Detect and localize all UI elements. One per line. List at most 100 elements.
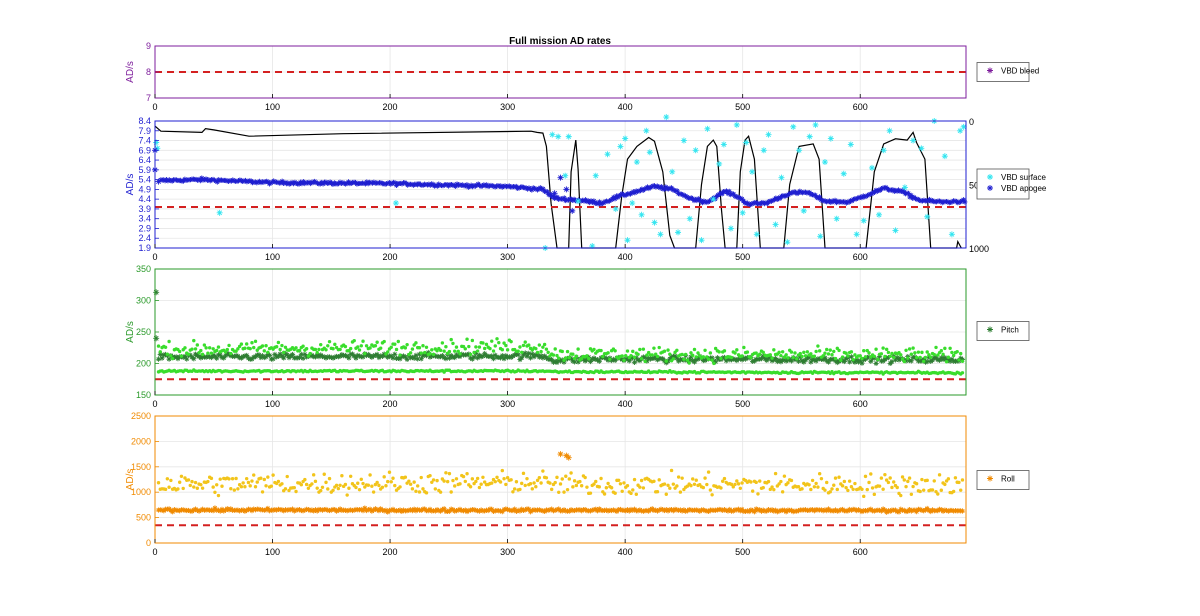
data-point [260, 344, 265, 348]
data-point [339, 351, 345, 358]
data-point [159, 507, 165, 513]
x-tick-label: 300 [500, 102, 515, 112]
data-point [327, 339, 332, 344]
y-tick-label: 2.9 [138, 223, 151, 233]
data-point [188, 483, 192, 488]
data-point [626, 358, 632, 364]
data-point [551, 353, 556, 357]
data-point [470, 477, 475, 481]
data-point [186, 352, 191, 356]
data-point [171, 354, 177, 360]
data-point [555, 353, 559, 358]
data-point [766, 199, 772, 205]
data-point [918, 145, 925, 152]
y-tick-label: 2000 [131, 436, 151, 446]
data-point [246, 480, 251, 485]
y2-tick-label: 1000 [969, 244, 989, 254]
data-point [245, 178, 251, 184]
data-point [221, 508, 227, 514]
data-point [419, 475, 423, 480]
data-point [572, 479, 577, 483]
data-point [572, 507, 578, 514]
data-point [709, 355, 715, 361]
y-tick-label: 6.9 [138, 145, 151, 155]
data-point [448, 181, 455, 188]
data-point [232, 488, 237, 492]
data-point [663, 114, 670, 121]
data-point [749, 480, 753, 484]
data-point [453, 484, 457, 488]
data-point [576, 347, 580, 351]
data-point [733, 121, 740, 128]
data-point [692, 347, 697, 352]
data-point [881, 185, 888, 191]
data-point [281, 508, 287, 514]
data-point [304, 346, 309, 351]
data-point [832, 358, 839, 364]
data-point [560, 477, 564, 481]
data-point [832, 483, 836, 487]
data-point [510, 353, 516, 359]
data-point [465, 337, 469, 341]
data-point [557, 174, 564, 181]
data-point [876, 357, 880, 362]
data-point [868, 358, 874, 364]
data-point [261, 179, 267, 185]
x-tick-label: 300 [500, 547, 515, 557]
data-point [849, 485, 854, 489]
data-point [347, 486, 351, 490]
data-point [529, 507, 535, 513]
data-point [605, 357, 611, 363]
data-point [814, 194, 820, 200]
data-point [636, 352, 640, 356]
data-point [756, 492, 760, 496]
data-point [549, 131, 556, 138]
data-point [960, 197, 967, 203]
data-point [255, 179, 261, 185]
x-tick-label: 500 [735, 547, 750, 557]
data-point [369, 508, 375, 514]
data-point [354, 485, 358, 490]
data-point [641, 347, 646, 351]
data-point [179, 474, 184, 478]
data-point [592, 172, 599, 179]
data-point [354, 181, 360, 187]
data-point [948, 231, 955, 238]
data-point [949, 356, 955, 362]
data-point [183, 476, 187, 480]
data-point [265, 505, 271, 512]
data-point [385, 180, 391, 186]
data-point [271, 473, 275, 477]
data-point [568, 355, 574, 362]
data-point [167, 339, 171, 344]
data-point [596, 199, 603, 205]
data-point [904, 484, 908, 489]
data-point [425, 349, 431, 356]
data-point [735, 479, 739, 483]
data-point [921, 488, 926, 492]
data-point [808, 359, 814, 365]
data-point [848, 354, 855, 360]
data-point [816, 485, 820, 489]
data-point [457, 182, 463, 188]
data-point [241, 481, 245, 485]
data-point [287, 488, 291, 493]
data-point [816, 344, 820, 348]
panel-pitch: 0 100 200 300 400 500 600 150 200 250 300 350 AD/s Pi… [125, 264, 1030, 409]
data-point [227, 477, 231, 481]
data-point [489, 353, 495, 359]
data-point [524, 353, 530, 359]
data-point [907, 347, 912, 351]
data-point [723, 358, 729, 364]
data-point [275, 353, 282, 359]
data-point [493, 183, 500, 189]
data-point [491, 183, 497, 189]
data-point [216, 493, 221, 498]
data-point [534, 346, 538, 351]
data-point [885, 354, 892, 361]
data-point [387, 470, 392, 474]
data-point [647, 356, 654, 362]
data-point [331, 488, 335, 492]
data-point [550, 193, 556, 199]
data-point [662, 482, 667, 486]
